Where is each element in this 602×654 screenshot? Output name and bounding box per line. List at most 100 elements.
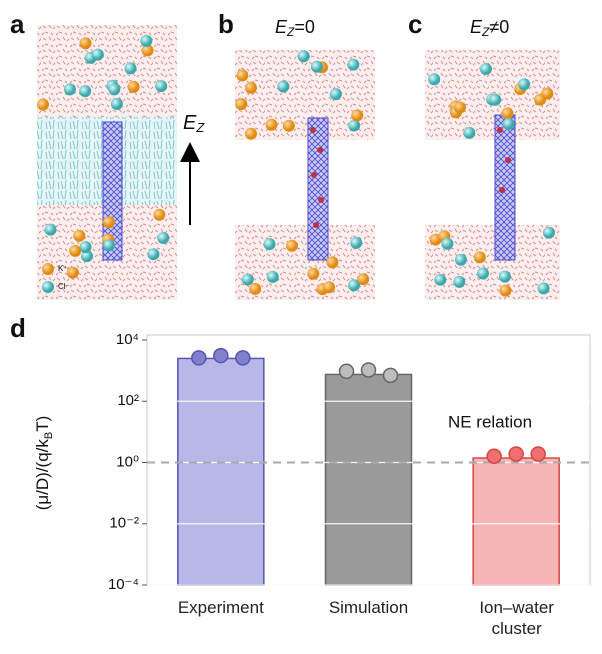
symbol: E [275,17,288,37]
simulation-snapshots [37,25,560,300]
water-molecule [317,147,323,153]
ion [108,83,121,96]
bar [177,357,265,586]
data-point [508,446,524,462]
data-point [382,367,399,384]
ion [155,80,168,93]
y-tick-label: 10² [117,392,139,409]
field-label: EZ [183,112,205,135]
ion [441,237,454,250]
ion [498,270,511,283]
ion [37,98,50,111]
ion [79,37,92,50]
data-point [338,363,355,380]
panel-label: d [10,313,26,343]
panel-label: b [218,9,234,39]
ion [348,119,361,132]
water-molecule [310,127,316,133]
field-label: EZ=0 [275,17,315,39]
y-tick-label: 10⁻² [109,515,139,532]
ion [102,216,115,229]
ion [323,281,336,294]
ion [73,229,86,242]
bar [324,373,413,586]
legend-label: Cl⁻ [58,282,70,291]
ion [140,34,153,47]
symbol: E [183,112,197,134]
y-tick-label: 10⁴ [116,331,139,348]
ion [236,69,249,82]
ion [44,223,57,236]
nanotube [494,114,516,261]
water-molecule [497,127,503,133]
ion [479,62,492,75]
ion [110,97,123,110]
ion [541,87,554,100]
data-point [235,350,251,366]
water-molecule [311,172,317,178]
ion [351,109,364,122]
ion [476,267,489,280]
ion [63,83,76,96]
x-tick-label: Experiment [177,598,264,617]
ion [241,273,254,286]
subscript: Z [481,25,490,39]
annotation: NE relation [448,412,532,431]
nanotube [307,117,329,261]
ion [277,80,290,93]
water-molecule [499,187,505,193]
ion [501,107,514,120]
ion [297,50,310,63]
ion [249,282,262,295]
data-point [530,446,546,462]
ion [348,279,361,292]
ion [69,244,82,257]
ion [310,60,323,73]
symbol: E [470,17,483,37]
legend-marker [42,281,54,293]
data-point [213,347,229,364]
legend-label: K⁺ [58,264,68,273]
field-label: EZ≠0 [470,17,509,39]
ion [537,282,550,295]
ion [79,85,92,98]
x-tick-label: Ion–water cluster [479,598,554,638]
ion [266,270,279,283]
water-molecule [318,197,324,203]
subscript: Z [195,120,205,135]
ion [489,93,502,106]
label-part: (μ/D)/(q/k [33,439,52,511]
ion [66,266,79,279]
ion [127,80,140,93]
ion [244,81,257,94]
ion [434,273,447,286]
panel-label: a [10,9,25,39]
ion [153,208,166,221]
ion [124,62,137,75]
legend-marker [42,263,54,275]
panel-label: c [408,9,422,39]
y-tick-label: 10⁻⁴ [108,576,139,593]
ion [454,253,467,266]
ion [453,275,466,288]
ion [79,241,92,254]
ion [326,256,339,269]
ion [307,267,320,280]
ion [502,118,515,131]
bar [472,457,560,586]
data-point [486,448,502,464]
ion [91,48,104,61]
data-point [360,362,377,378]
water-molecule [313,222,319,228]
ion [518,78,531,91]
ion [542,226,555,239]
ion [157,231,170,244]
ion [463,126,476,139]
ion [499,284,512,297]
ion [147,248,160,261]
ion [453,101,466,114]
ion [263,238,276,251]
y-axis-label: (μ/D)/(q/kBT) [33,416,54,511]
